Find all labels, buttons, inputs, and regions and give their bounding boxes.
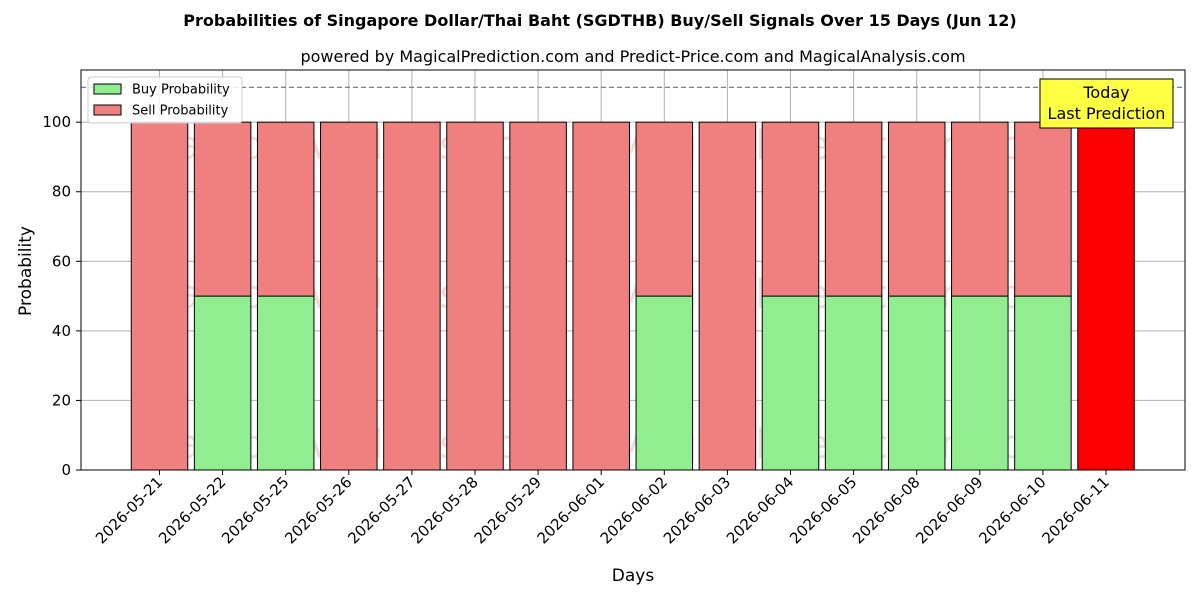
y-tick-label: 80 [52,183,71,201]
x-tick-label: 2026-06-09 [912,473,986,547]
bar-sell-2026-05-28 [446,121,504,471]
x-tick-label: 2026-06-02 [597,473,671,547]
bar-buy-2026-05-25 [256,295,315,471]
bar-buy-2026-06-08 [887,295,946,471]
x-tick-label: 2026-05-26 [281,473,355,547]
bar-buy-2026-06-10 [1014,295,1072,471]
y-tick-label: 60 [52,252,71,270]
bar-sell-2026-05-21 [130,121,189,471]
x-tick-label: 2026-06-11 [1038,473,1112,547]
bar-buy-2026-06-02 [635,295,694,471]
today-annotation: Today Last Prediction [1039,78,1174,129]
y-ticks: 0 20 40 60 80 100 [42,113,81,479]
y-axis-label: Probability [16,226,36,316]
bar-sell-2026-06-05 [824,121,883,297]
bar-sell-2026-06-01 [572,121,630,471]
chart-subtitle: powered by MagicalPrediction.com and Pre… [300,47,965,66]
x-tick-label: 2026-06-03 [660,473,734,547]
y-tick-label: 20 [52,391,71,409]
legend-box [87,76,243,124]
annotation-text: Today [1082,83,1129,102]
bar-sell-2026-06-03 [698,121,757,471]
bar-sell-2026-06-02 [635,121,694,297]
bar-sell-2026-06-09 [951,121,1009,297]
bars [130,121,1135,471]
x-tick-label: 2026-05-29 [471,473,545,547]
legend: Buy Probability Sell Probability [87,76,243,124]
plot-frame [80,69,1186,471]
x-tick-label: 2026-05-22 [155,473,229,547]
legend-swatch-sell [93,104,122,116]
x-tick-label: 2026-05-27 [344,473,418,547]
x-tick-label: 2026-06-04 [723,473,797,547]
bar-buy-2026-06-05 [824,295,883,471]
legend-label-sell: Sell Probability [132,104,229,119]
legend-swatch-buy [93,83,122,95]
x-tick-label: 2026-06-05 [786,473,860,547]
bar-sell-2026-06-08 [887,121,946,297]
bar-sell-2026-05-22 [193,121,252,297]
x-axis-label: Days [612,566,655,586]
y-tick-label: 40 [52,322,71,340]
annotation-text: Last Prediction [1048,104,1166,123]
bar-sell-2026-06-10 [1014,121,1072,297]
annotation-box [1039,78,1174,129]
x-tick-label: 2026-06-10 [975,473,1049,547]
bar-buy-2026-05-22 [193,295,252,471]
bar-sell-2026-05-27 [383,121,441,471]
y-tick-label: 100 [42,113,71,131]
y-tick-label: 0 [61,461,71,479]
legend-label-buy: Buy Probability [132,83,230,98]
x-tick-label: 2026-06-08 [849,473,923,547]
x-tick-label: 2026-05-25 [218,473,292,547]
bar-buy-2026-06-04 [761,295,820,471]
bar-sell-2026-06-11 [1077,121,1135,471]
chart-title: Probabilities of Singapore Dollar/Thai B… [183,11,1016,30]
bar-sell-2026-05-26 [320,121,378,471]
axes [80,69,1186,471]
x-tick-label: 2026-05-28 [407,473,481,547]
bar-sell-2026-06-04 [761,121,820,297]
x-tick-label: 2026-06-01 [534,473,608,547]
bar-buy-2026-06-09 [951,295,1009,471]
x-tick-label: 2026-05-21 [92,473,166,547]
bar-sell-2026-05-29 [509,121,567,471]
x-ticks: 2026-05-212026-05-222026-05-252026-05-26… [92,470,1113,547]
bar-sell-2026-05-25 [256,121,315,297]
